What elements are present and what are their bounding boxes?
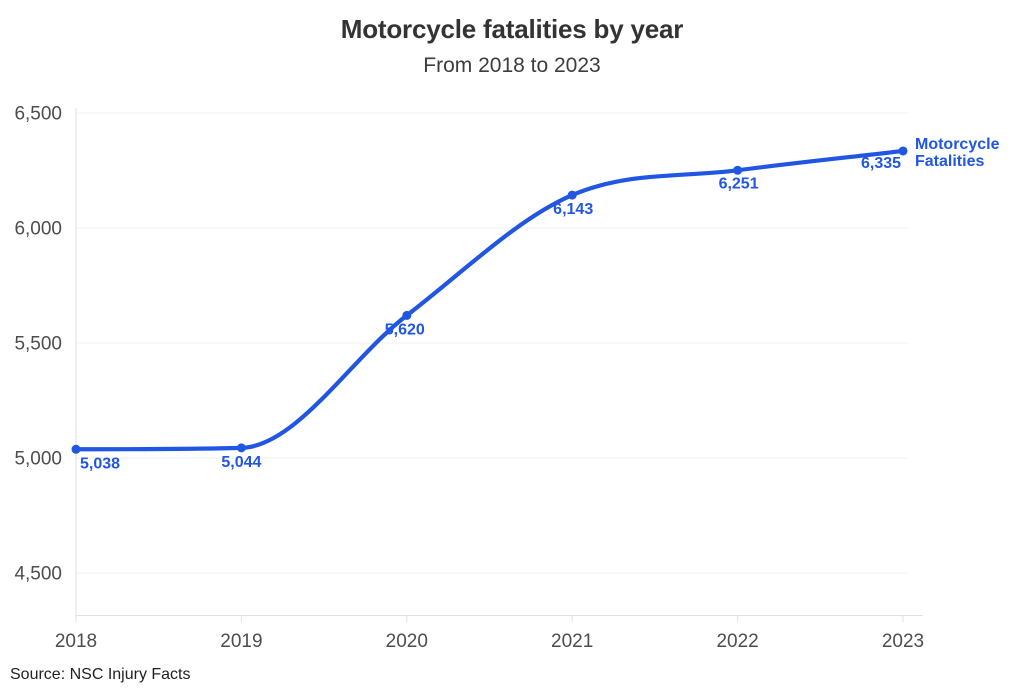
data-point-label: 5,044: [221, 454, 261, 471]
series-label: Motorcycle Fatalities: [915, 136, 1000, 170]
x-tick-label: 2019: [220, 631, 262, 652]
data-point: [733, 165, 743, 175]
data-point-label: 5,038: [80, 455, 120, 472]
data-point-label: 6,251: [719, 175, 759, 192]
y-tick-label: 4,500: [14, 564, 62, 585]
x-tick-label: 2020: [386, 631, 428, 652]
y-tick-label: 5,500: [14, 334, 62, 355]
x-tick-label: 2018: [55, 631, 97, 652]
series-line: [73, 148, 906, 452]
data-point: [567, 190, 577, 200]
x-tick-label: 2021: [551, 631, 593, 652]
y-tick-label: 5,000: [14, 449, 62, 470]
x-tick-label: 2022: [716, 631, 758, 652]
data-point: [71, 444, 81, 454]
source-note: Source: NSC Injury Facts: [10, 666, 191, 683]
chart-title: Motorcycle fatalities by year: [340, 14, 684, 44]
y-tick-label: 6,000: [14, 219, 62, 240]
data-point-label: 5,620: [385, 321, 425, 338]
data-point-label: 6,143: [553, 201, 593, 218]
x-tick-label: 2023: [882, 631, 924, 652]
data-point: [236, 443, 246, 453]
data-point: [402, 310, 412, 320]
data-point-label: 6,335: [861, 155, 901, 172]
data-point: [898, 146, 908, 156]
chart-subtitle: From 2018 to 2023: [423, 54, 601, 77]
y-tick-label: 6,500: [14, 104, 62, 125]
